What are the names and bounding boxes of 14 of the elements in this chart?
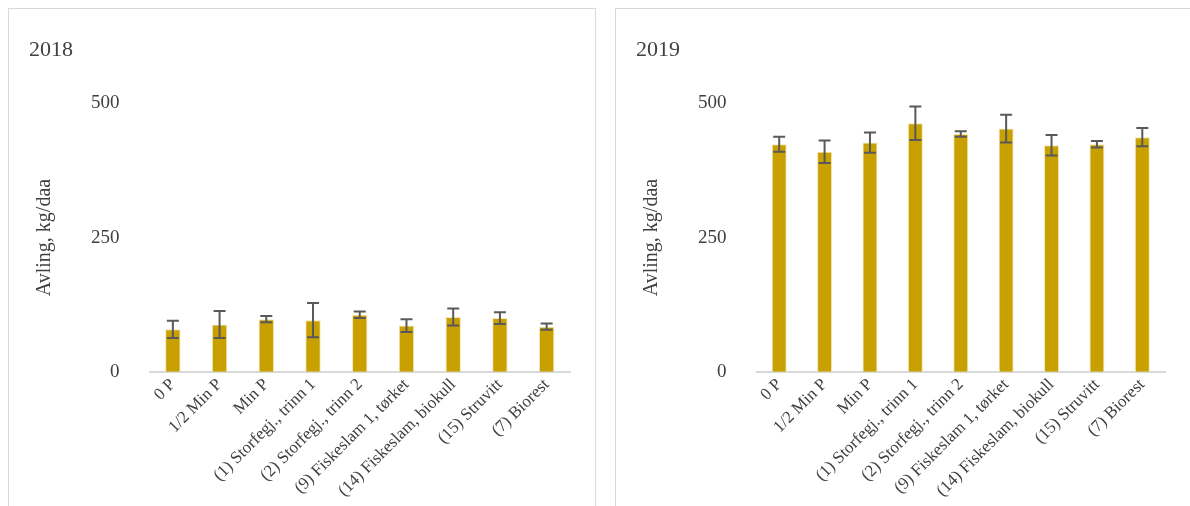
y-axis-title: Avling, kg/daa xyxy=(32,178,56,297)
y-tick-label: 0 xyxy=(110,359,120,381)
chart-title: 2018 xyxy=(29,35,73,61)
x-tick-label: 0 P xyxy=(756,374,786,404)
y-axis-title: Avling, kg/daa xyxy=(639,178,663,297)
y-tick-label: 500 xyxy=(698,91,727,113)
y-tick-label: 250 xyxy=(698,225,727,247)
x-tick-label: Min P xyxy=(832,374,876,418)
x-tick-label: 0 P xyxy=(149,374,179,404)
chart-title: 2019 xyxy=(636,35,680,61)
y-tick-label: 250 xyxy=(91,225,120,247)
x-tick-label: Min P xyxy=(229,374,273,418)
y-tick-label: 0 xyxy=(717,359,727,381)
y-tick-label: 500 xyxy=(91,91,120,113)
